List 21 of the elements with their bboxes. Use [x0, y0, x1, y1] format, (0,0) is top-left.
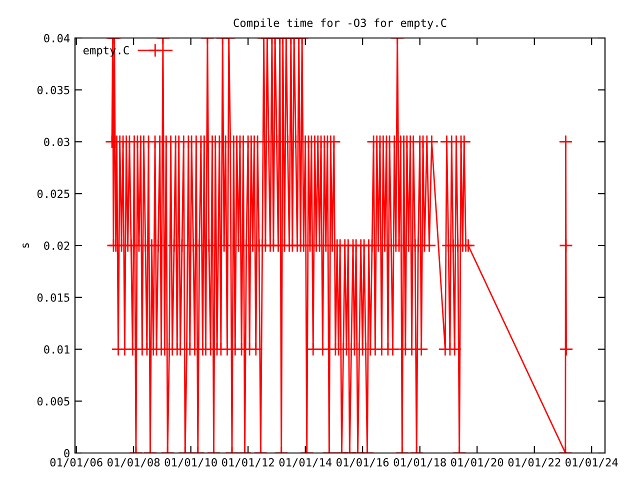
y-axis-title: s	[22, 243, 29, 248]
y-tick-label: 0.02	[44, 242, 70, 250]
y-tick-label: 0.035	[37, 86, 70, 94]
y-tick-label: 0.025	[37, 190, 70, 198]
x-tick-label: 01/01/24	[566, 458, 618, 468]
x-tick-label: 01/01/12	[222, 458, 274, 468]
y-tick-label: 0.03	[44, 138, 70, 146]
x-tick-label: 01/01/22	[508, 458, 560, 468]
x-tick-label: 01/01/08	[108, 458, 160, 468]
y-tick-label: 0.015	[37, 293, 70, 302]
x-tick-label: 01/01/14	[279, 458, 332, 468]
x-tick-label: 01/01/10	[164, 458, 217, 468]
x-tick-label: 01/01/06	[50, 458, 102, 468]
x-tick-label: 01/01/20	[451, 458, 504, 468]
y-tick-label: 0.005	[37, 397, 70, 406]
chart-title: Compile time for -O3 for empty.C	[234, 18, 446, 30]
y-tick-label: 0.04	[44, 34, 70, 42]
y-tick-label: 0	[64, 449, 70, 458]
y-tick-label: 0.01	[44, 345, 70, 354]
x-tick-label: 01/01/18	[394, 458, 446, 468]
x-tick-label: 01/01/16	[336, 458, 389, 468]
